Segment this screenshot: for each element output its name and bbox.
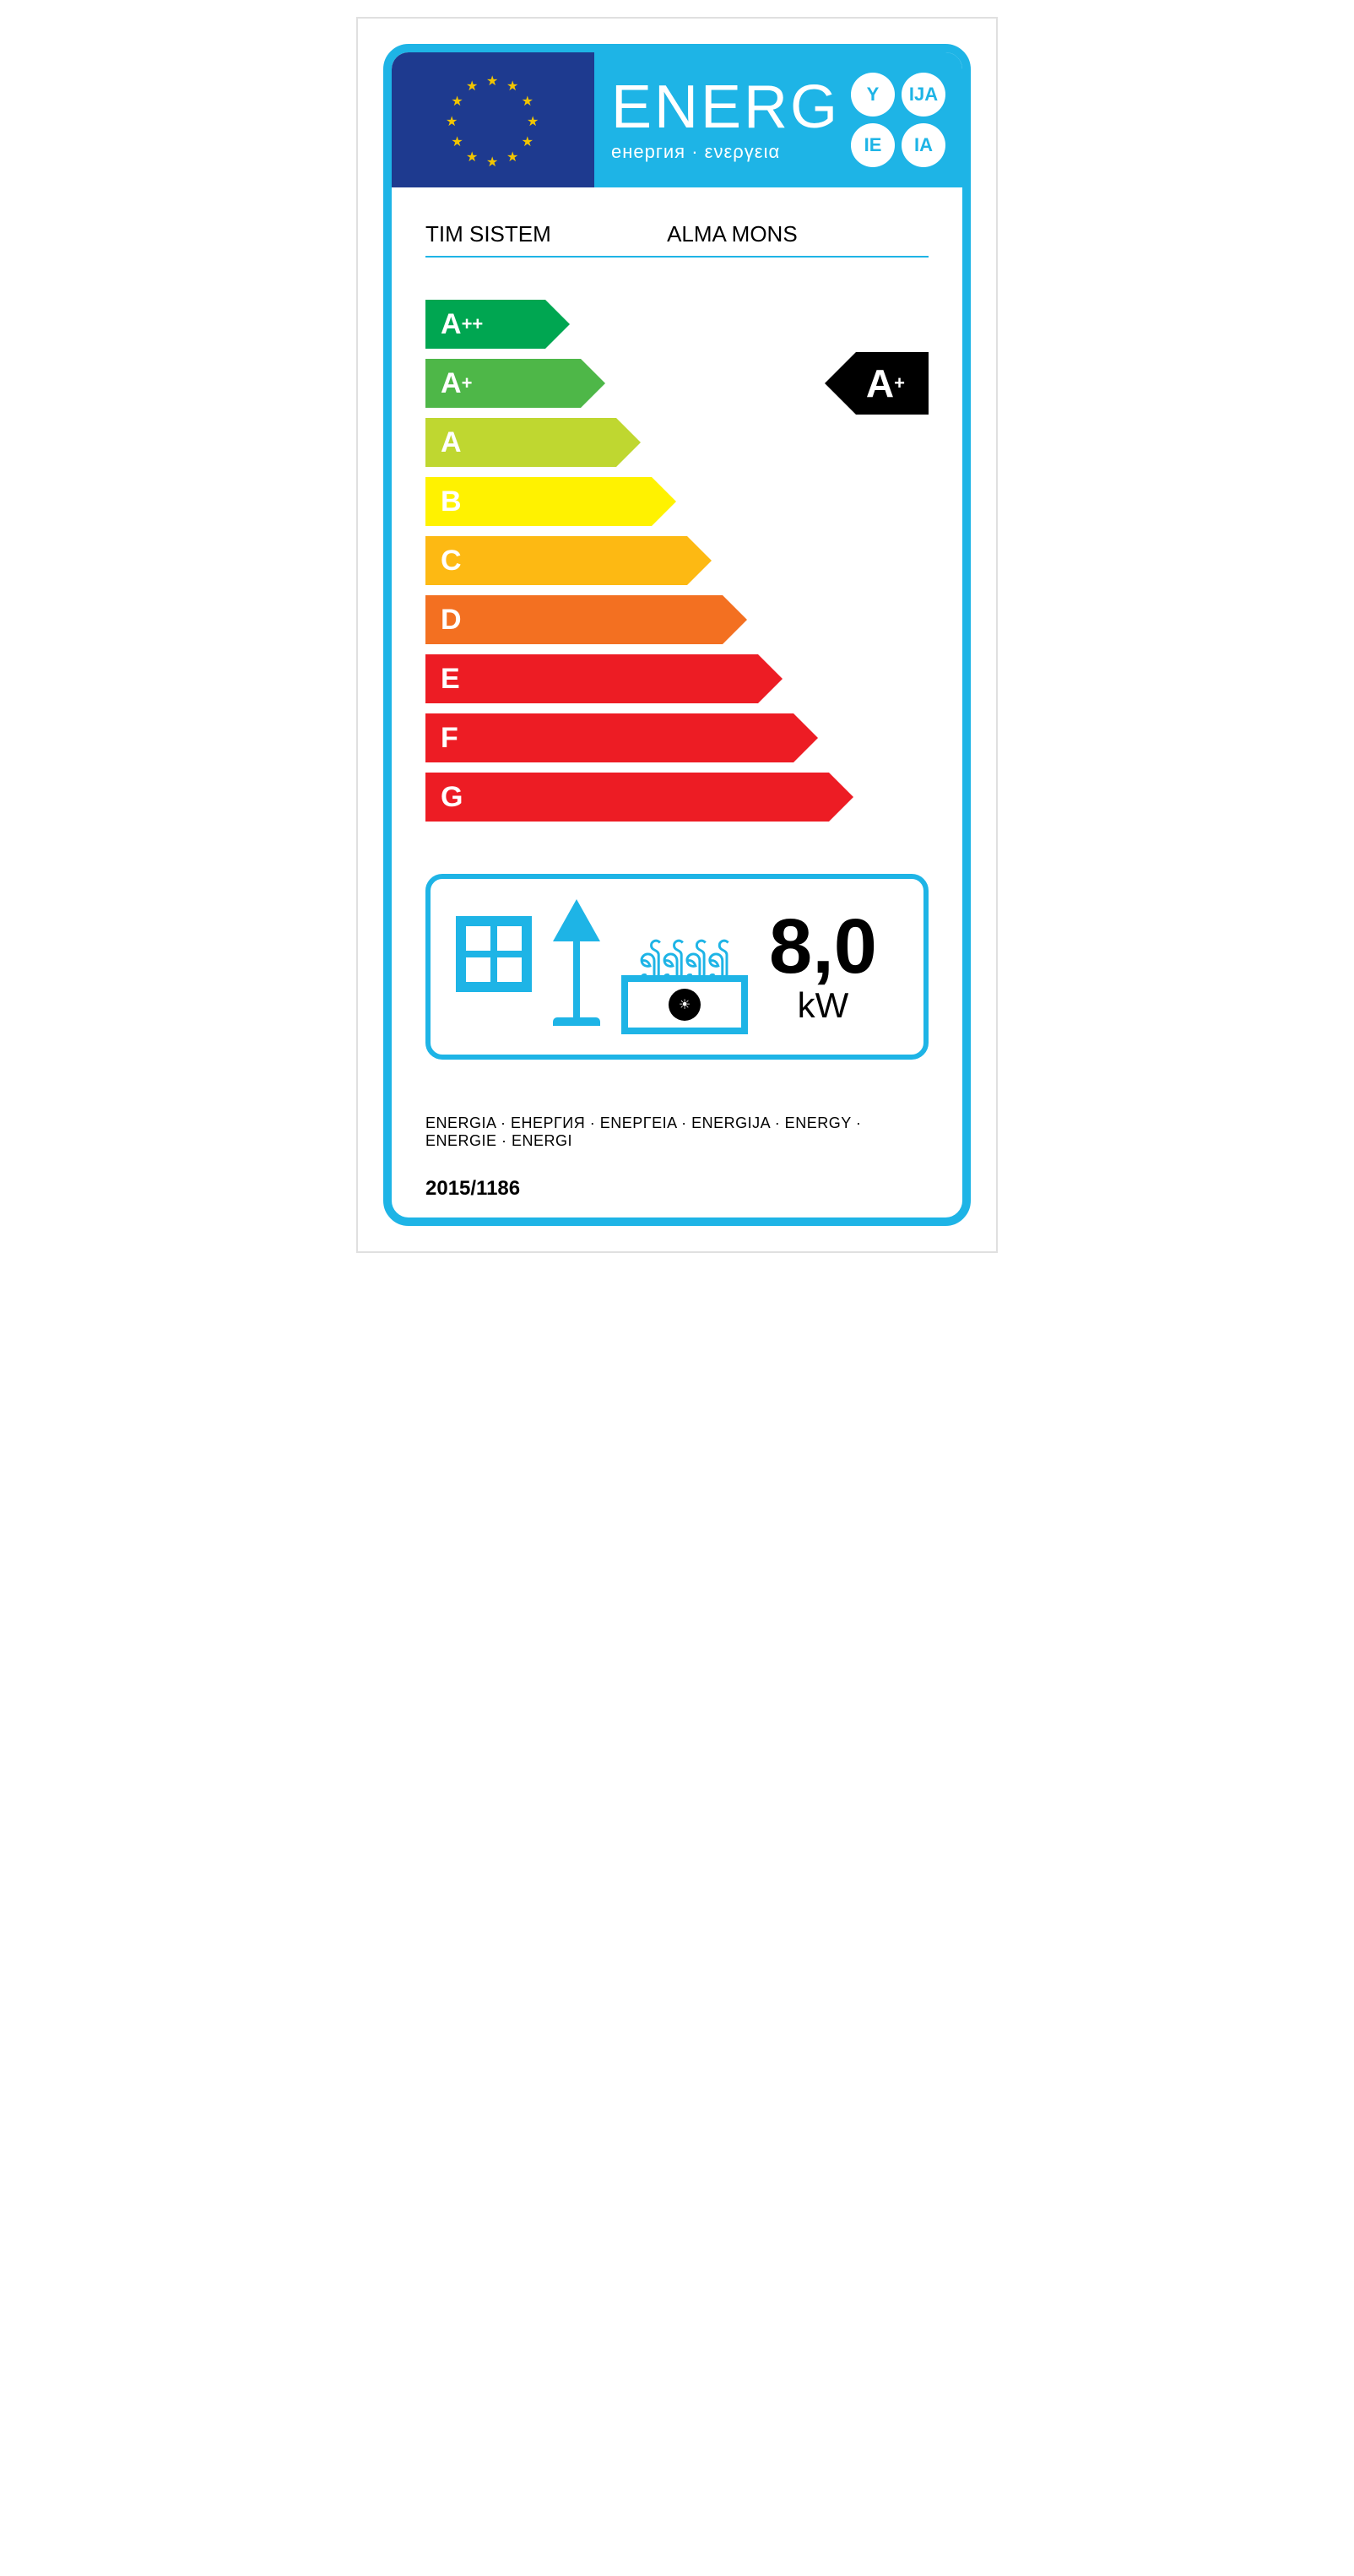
suffix-circle: Y xyxy=(851,73,895,117)
manufacturer-name: TIM SISTEM xyxy=(425,221,667,247)
efficiency-class-row: A xyxy=(425,418,929,467)
efficiency-class-row: D xyxy=(425,595,929,644)
efficiency-class-bar: A++ xyxy=(425,300,545,349)
efficiency-scale: A++A+A+ABCDEFG xyxy=(425,300,929,840)
efficiency-class-row: B xyxy=(425,477,929,526)
efficiency-class-bar: B xyxy=(425,477,652,526)
efficiency-class-bar: G xyxy=(425,773,829,822)
efficiency-class-bar: A xyxy=(425,418,616,467)
lamp-icon xyxy=(547,899,606,1034)
brand-model-row: TIM SISTEM ALMA MONS xyxy=(425,221,929,247)
efficiency-class-bar: D xyxy=(425,595,723,644)
power-value-block: 8,0 kW xyxy=(748,908,898,1026)
efficiency-class-row: F xyxy=(425,713,929,762)
power-unit: kW xyxy=(748,985,898,1026)
product-rating-indicator: A+ xyxy=(825,352,929,415)
energ-banner: ENERG енергия · ενεργεια YIJAIEIA xyxy=(594,52,962,187)
model-name: ALMA MONS xyxy=(667,221,929,247)
efficiency-class-bar: A+ xyxy=(425,359,581,408)
efficiency-class-row: C xyxy=(425,536,929,585)
efficiency-class-row: A++ xyxy=(425,300,929,349)
window-icon xyxy=(456,916,532,992)
efficiency-class-bar: E xyxy=(425,654,758,703)
power-number: 8,0 xyxy=(748,908,898,985)
efficiency-class-bar: F xyxy=(425,713,793,762)
header: ★★★★★★★★★★★★ ENERG енергия · ενεργεια YI… xyxy=(392,52,962,187)
regulation-number: 2015/1186 xyxy=(425,1177,520,1201)
suffix-circle: IE xyxy=(851,123,895,167)
header-subtitle: енергия · ενεργεια xyxy=(611,141,851,163)
efficiency-class-row: E xyxy=(425,654,929,703)
language-suffix-circles: YIJAIEIA xyxy=(851,73,945,167)
footer-languages: ENERGIA · ЕНЕРГИЯ · ΕΝΕΡΓΕΙΑ · ENERGIJA … xyxy=(425,1114,929,1150)
suffix-circle: IA xyxy=(902,123,945,167)
eu-flag-icon: ★★★★★★★★★★★★ xyxy=(392,52,594,187)
label-frame: ★★★★★★★★★★★★ ENERG енергия · ενεργεια YI… xyxy=(383,44,971,1226)
suffix-circle: IJA xyxy=(902,73,945,117)
efficiency-class-row: A+A+ xyxy=(425,359,929,408)
efficiency-class-bar: C xyxy=(425,536,687,585)
divider-line xyxy=(425,256,929,258)
header-title: ENERG xyxy=(611,77,851,138)
energy-label: ★★★★★★★★★★★★ ENERG енергия · ενεργεια YI… xyxy=(356,17,998,1253)
heat-source-icon: ☀ xyxy=(669,989,701,1021)
heater-icon: ၍၍၍၍ ☀ xyxy=(621,941,748,1034)
power-output-box: ၍၍၍၍ ☀ 8,0 kW xyxy=(425,874,929,1060)
efficiency-class-row: G xyxy=(425,773,929,822)
heating-pictograms: ၍၍၍၍ ☀ xyxy=(456,899,748,1034)
